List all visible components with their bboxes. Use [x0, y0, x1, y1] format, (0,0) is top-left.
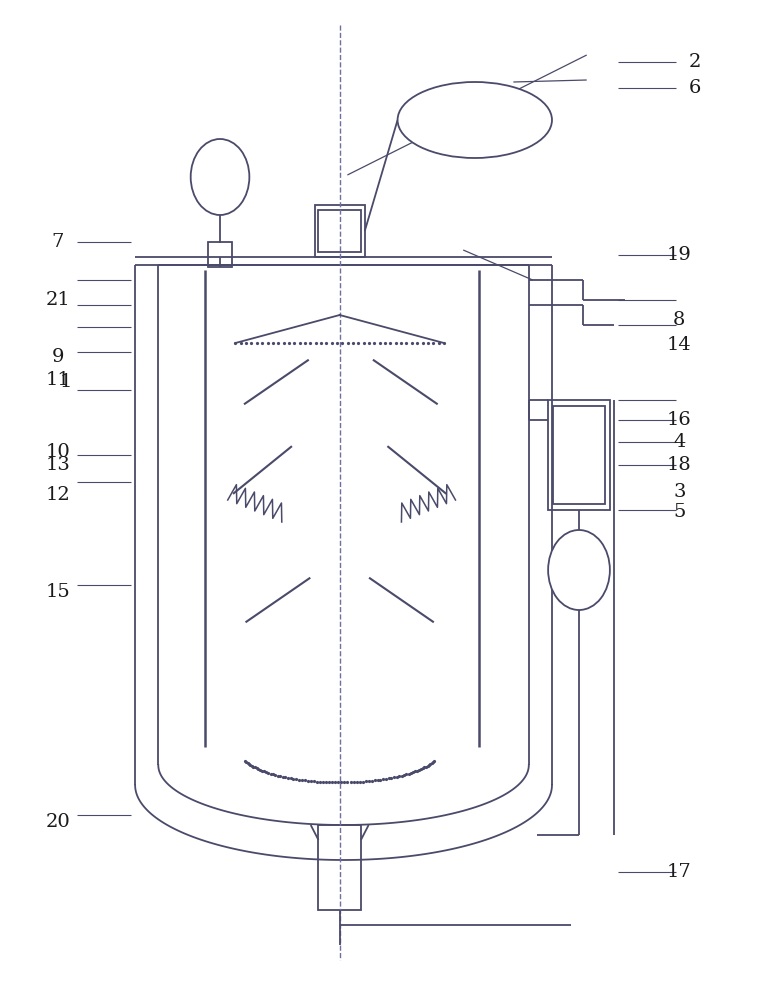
Text: 20: 20: [46, 813, 70, 831]
Bar: [315, 205, 364, 257]
Text: 17: 17: [667, 863, 692, 881]
Text: P: P: [215, 169, 225, 184]
Bar: [318, 210, 361, 252]
Text: 2: 2: [689, 53, 701, 71]
Text: 7: 7: [52, 233, 64, 251]
Text: 6: 6: [689, 79, 701, 97]
Text: 21: 21: [46, 291, 70, 309]
Text: 14: 14: [667, 336, 692, 354]
Text: 5: 5: [673, 503, 686, 521]
Bar: [208, 242, 232, 267]
Text: 15: 15: [46, 583, 70, 601]
Text: 1: 1: [59, 373, 72, 391]
Circle shape: [191, 139, 249, 215]
Text: 8: 8: [673, 311, 686, 329]
Text: 11: 11: [46, 371, 70, 389]
Bar: [318, 825, 361, 910]
Text: 3: 3: [673, 483, 686, 501]
Ellipse shape: [398, 82, 552, 158]
Text: 10: 10: [46, 443, 70, 461]
Text: 19: 19: [667, 246, 692, 264]
Text: 12: 12: [46, 486, 70, 504]
Text: 13: 13: [46, 456, 70, 474]
Bar: [548, 400, 610, 510]
Text: 16: 16: [667, 411, 692, 429]
Text: 4: 4: [673, 433, 686, 451]
Text: 9: 9: [52, 348, 64, 366]
Circle shape: [548, 530, 610, 610]
Text: 18: 18: [667, 456, 692, 474]
Bar: [553, 406, 605, 504]
